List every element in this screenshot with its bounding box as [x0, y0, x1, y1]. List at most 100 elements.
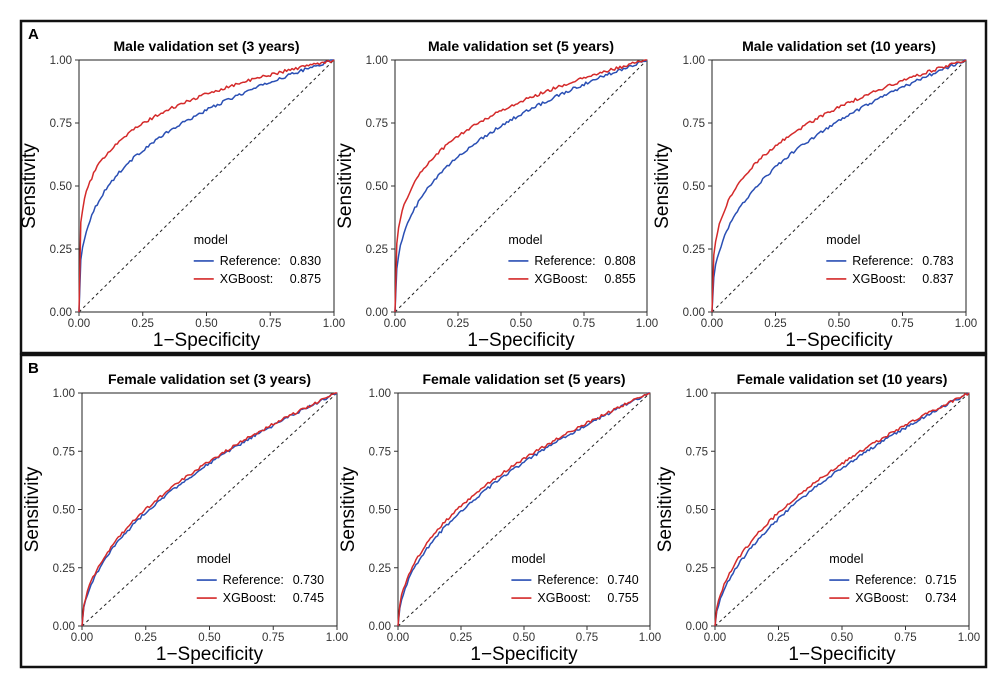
x-tick-label: 0.50 [198, 632, 220, 644]
y-tick-label: 0.25 [53, 563, 75, 575]
chart-grid: Male validation set (3 years) 0.00 0.25 0.5… [19, 38, 980, 665]
y-tick-label: 0.00 [683, 307, 705, 319]
y-tick-label: 0.00 [686, 621, 708, 633]
x-axis-label: 1−Specificity [153, 330, 261, 351]
legend-auc-value: 0.740 [607, 573, 638, 587]
y-tick-label: 0.00 [50, 307, 72, 319]
chart-title: Male validation set (5 years) [428, 38, 614, 54]
x-tick-label: 0.25 [767, 632, 789, 644]
legend-title: model [508, 233, 542, 247]
x-tick-label: 0.75 [891, 318, 913, 330]
legend-title: model [829, 552, 863, 566]
legend-auc-value: 0.745 [293, 591, 324, 605]
x-tick-label: 0.25 [132, 318, 154, 330]
roc-chart-6: Female validation set (10 years) 0.00 0.25… [655, 371, 980, 665]
roc-curve-reference [714, 392, 970, 627]
y-tick-label: 0.00 [53, 621, 75, 633]
x-tick-label: 0.75 [573, 318, 595, 330]
y-tick-label: 1.00 [366, 55, 388, 67]
legend-auc-value: 0.837 [922, 272, 953, 286]
x-tick-label: 1.00 [636, 318, 658, 330]
x-axis-label: 1−Specificity [785, 330, 893, 351]
roc-curve-xgboost [397, 392, 651, 627]
roc-chart-3: Male validation set (10 years) 0.00 0.25 0.… [652, 38, 977, 351]
y-tick-label: 0.75 [366, 118, 388, 130]
y-tick-label: 0.75 [53, 446, 75, 458]
y-tick-label: 0.50 [369, 505, 391, 517]
roc-curve-reference [711, 59, 966, 313]
y-tick-label: 0.75 [683, 118, 705, 130]
legend-title: model [194, 233, 228, 247]
y-tick-label: 1.00 [369, 388, 391, 400]
roc-chart-5: Female validation set (5 years) 0.00 0.25 0… [338, 371, 661, 665]
y-axis-label: Sensitivity [22, 466, 43, 552]
y-axis-label: Sensitivity [335, 143, 356, 229]
y-tick-label: 0.75 [686, 446, 708, 458]
roc-curve-xgboost [81, 392, 337, 627]
x-tick-label: 0.75 [259, 318, 281, 330]
panel-a-letter: A [28, 26, 39, 43]
x-tick-label: 0.00 [387, 632, 409, 644]
y-axis-label: Sensitivity [338, 466, 359, 552]
x-tick-label: 0.00 [68, 318, 90, 330]
chart-title: Male validation set (10 years) [742, 38, 936, 54]
chance-diagonal [394, 59, 648, 313]
x-tick-label: 0.00 [704, 632, 726, 644]
legend-label: XGBoost: [223, 591, 277, 605]
y-axis-label: Sensitivity [652, 143, 673, 229]
legend-label: Reference: [534, 254, 595, 268]
x-axis-label: 1−Specificity [470, 644, 578, 665]
y-axis-label: Sensitivity [655, 466, 676, 552]
roc-curve-xgboost [711, 59, 967, 313]
x-tick-label: 1.00 [639, 632, 661, 644]
roc-curve-xgboost [714, 392, 970, 627]
chart-title: Male validation set (3 years) [114, 38, 300, 54]
legend-auc-value: 0.715 [925, 573, 956, 587]
roc-curve-reference [397, 392, 650, 627]
legend-label: Reference: [537, 573, 598, 587]
x-axis-label: 1−Specificity [788, 644, 896, 665]
legend-label: XGBoost: [220, 272, 274, 286]
x-tick-label: 0.50 [828, 318, 850, 330]
y-tick-label: 0.75 [369, 446, 391, 458]
legend-auc-value: 0.783 [922, 254, 953, 268]
x-tick-label: 0.50 [831, 632, 853, 644]
x-tick-label: 0.75 [262, 632, 284, 644]
y-tick-label: 0.50 [50, 181, 72, 193]
x-tick-label: 0.00 [71, 632, 93, 644]
chart-title: Female validation set (10 years) [737, 371, 948, 387]
x-tick-label: 0.50 [510, 318, 532, 330]
x-tick-label: 1.00 [958, 632, 980, 644]
y-tick-label: 0.25 [366, 244, 388, 256]
panel-b: B [19, 353, 988, 669]
legend-title: model [197, 552, 231, 566]
legend-title: model [511, 552, 545, 566]
x-tick-label: 0.50 [513, 632, 535, 644]
y-tick-label: 1.00 [686, 388, 708, 400]
legend-label: Reference: [855, 573, 916, 587]
legend-auc-value: 0.730 [293, 573, 324, 587]
legend-auc-value: 0.755 [607, 591, 638, 605]
y-tick-label: 0.25 [686, 563, 708, 575]
x-tick-label: 0.25 [135, 632, 157, 644]
legend-auc-value: 0.830 [290, 254, 321, 268]
x-tick-label: 1.00 [955, 318, 977, 330]
legend-auc-value: 0.875 [290, 272, 321, 286]
x-tick-label: 0.75 [576, 632, 598, 644]
legend-label: Reference: [852, 254, 913, 268]
legend-label: Reference: [223, 573, 284, 587]
x-tick-label: 0.25 [447, 318, 469, 330]
legend-auc-value: 0.734 [925, 591, 956, 605]
x-tick-label: 0.00 [701, 318, 723, 330]
legend-label: Reference: [220, 254, 281, 268]
y-tick-label: 0.25 [50, 244, 72, 256]
panel-a: A [19, 19, 988, 355]
legend-auc-value: 0.808 [604, 254, 635, 268]
y-tick-label: 0.50 [366, 181, 388, 193]
roc-curve-reference [394, 59, 648, 313]
legend-label: XGBoost: [852, 272, 906, 286]
y-axis-label: Sensitivity [19, 143, 40, 229]
y-tick-label: 1.00 [683, 55, 705, 67]
y-tick-label: 1.00 [53, 388, 75, 400]
